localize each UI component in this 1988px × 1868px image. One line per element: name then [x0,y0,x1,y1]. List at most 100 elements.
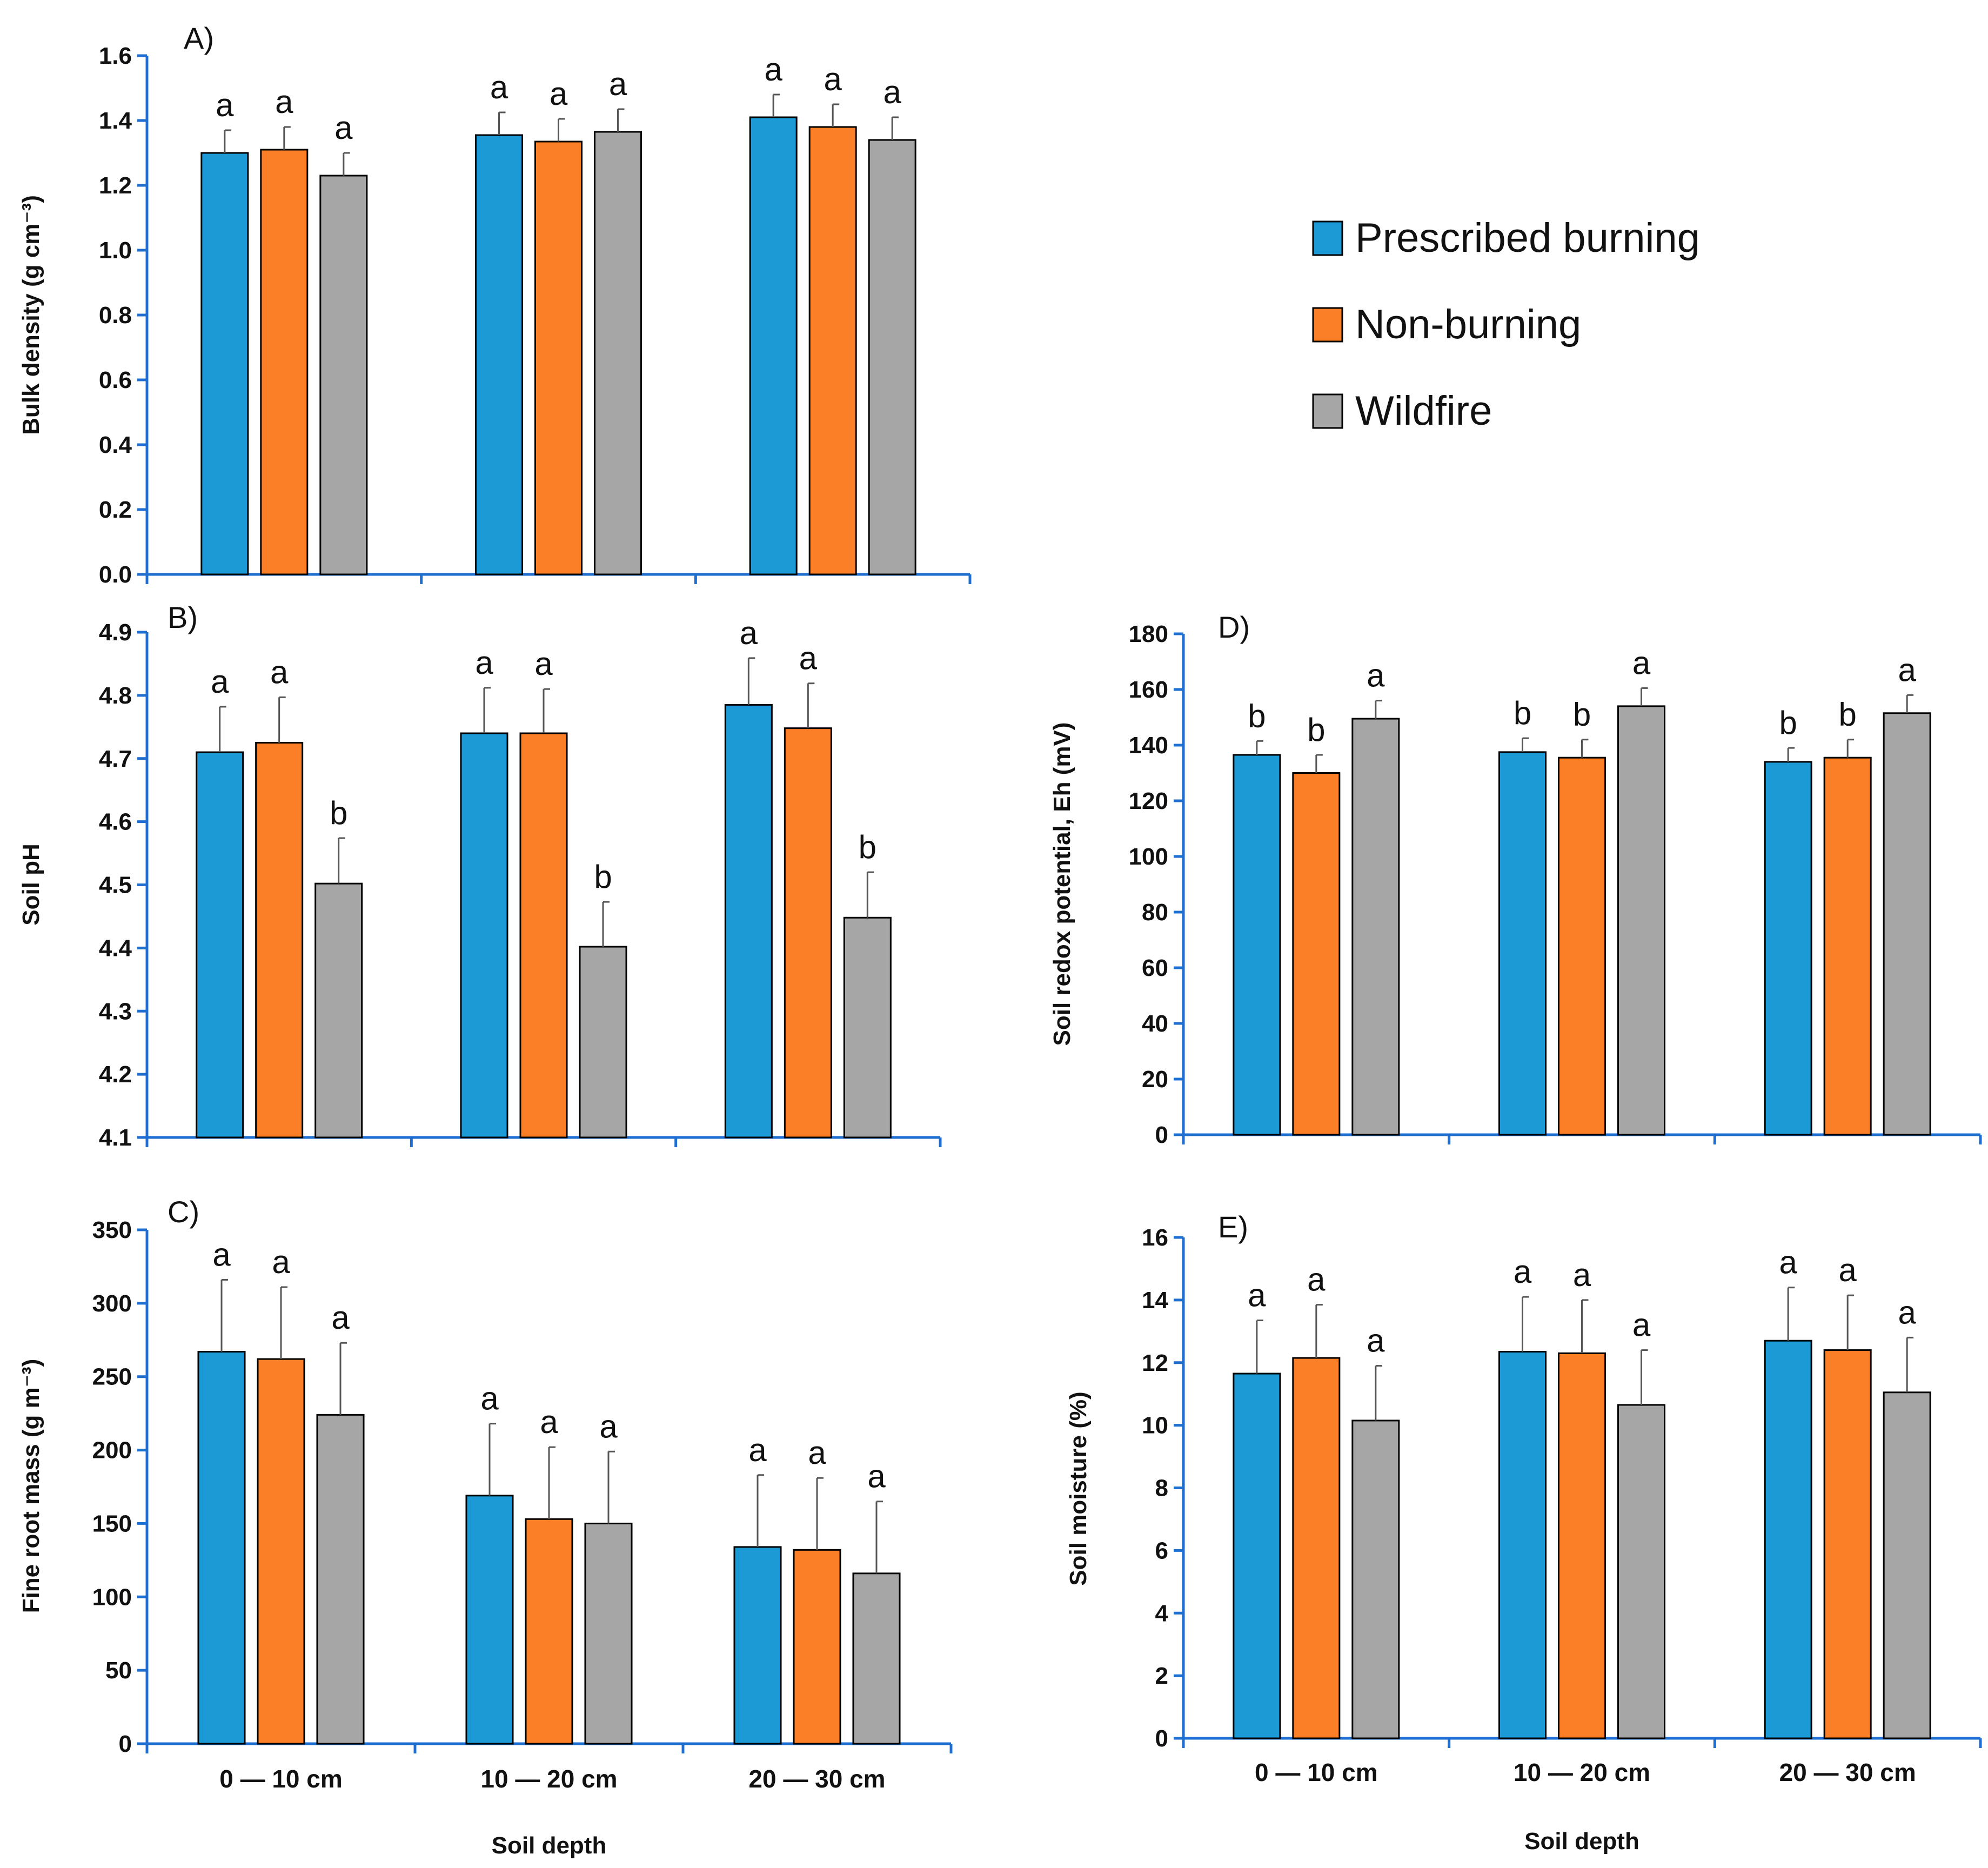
y-tick-label: 0.4 [99,432,132,458]
y-tick-label: 40 [1142,1010,1168,1037]
significance-letter: b [1573,697,1591,733]
bar-wildfire [316,1414,365,1745]
significance-letter: a [1367,658,1385,694]
bar-wildfire [1883,1391,1931,1739]
bar-non-burning [808,126,857,575]
legend-swatch-prescribed-burning [1312,220,1343,256]
bar-non-burning [534,140,583,575]
significance-letter: a [1248,1277,1266,1314]
y-tick-label: 4.9 [99,619,132,646]
y-tick-label: 0 [119,1731,132,1757]
bar-wildfire [1617,705,1665,1136]
panel-label: D) [1218,610,1250,644]
y-tick-label: 180 [1129,621,1168,647]
bar-non-burning [519,732,568,1139]
y-tick-label: 250 [92,1364,132,1390]
y-tick-label: 120 [1129,788,1168,814]
bar-prescribed-burning [733,1546,782,1745]
bar-wildfire [1617,1404,1665,1739]
significance-letter: b [1307,712,1325,748]
bar-non-burning [1558,756,1606,1136]
panel-label: E) [1218,1210,1248,1244]
significance-letter: a [808,1435,826,1471]
y-tick-label: 100 [92,1584,132,1610]
chart-panel-a: 0.00.20.40.60.81.01.21.41.6a aaa a a a a aA)Bu… [18,21,972,588]
bar-wildfire [1883,712,1931,1136]
y-tick-label: 300 [92,1290,132,1317]
bar-non-burning [257,1358,305,1745]
significance-letter: a [534,646,553,682]
y-tick-label: 10 [1142,1412,1168,1439]
significance-letter: b [1248,698,1266,734]
y-tick-label: 1.6 [99,43,132,69]
bar-wildfire [1351,718,1400,1136]
y-tick-label: 150 [92,1510,132,1537]
significance-letter: a [599,1408,618,1444]
significance-letter: a [540,1404,558,1440]
y-tick-label: 2 [1155,1663,1168,1689]
chart-panel-d: 0 20 40 60 80 100 120 140 160 180 b b a b b a b b a D) Soil … [1049,610,1982,1148]
bar-wildfire [319,175,368,575]
y-tick-label: 1.2 [99,172,132,199]
bar-prescribed-burning [460,732,508,1139]
bar-prescribed-burning [200,152,249,575]
bar-non-burning [1558,1352,1606,1739]
bar-prescribed-burning [1233,1372,1281,1739]
bar-prescribed-burning [749,116,798,575]
y-tick-label: 1.0 [99,237,132,264]
y-tick-label: 0 [1155,1725,1168,1752]
y-axis-title: Fine root mass (g m⁻³) [18,1359,44,1613]
bar-prescribed-burning [197,1351,246,1745]
bar-prescribed-burning [1764,1340,1812,1739]
y-tick-label: 100 [1129,843,1168,870]
y-tick-label: 14 [1142,1287,1168,1314]
bar-wildfire [1351,1420,1400,1739]
y-tick-label: 4.5 [99,872,132,899]
y-tick-label: 4 [1155,1600,1169,1626]
y-axis-title: Soil moisture (%) [1065,1391,1092,1585]
panel-label: C) [168,1195,199,1229]
y-tick-label: 200 [92,1437,132,1464]
bar-non-burning [1292,1357,1341,1739]
legend-swatch-non-burning [1312,307,1343,343]
y-tick-label: 140 [1129,732,1168,759]
bar-wildfire [852,1572,901,1745]
bar-prescribed-burning [1233,754,1281,1136]
legend-label-prescribed-burning: Prescribed burning [1355,215,1700,261]
y-tick-label: 4.8 [99,682,132,709]
y-tick-label: 50 [105,1657,132,1684]
significance-letter: a [272,1244,290,1280]
y-tick-label: 4.3 [99,998,132,1025]
bar-wildfire [314,882,363,1139]
bar-wildfire [594,131,642,575]
x-axis-title: Soil depth [1524,1828,1639,1854]
panel-label: B) [168,600,198,634]
significance-letter: a [1838,1252,1857,1288]
y-tick-label: 160 [1129,677,1168,703]
significance-letter: a [764,51,782,88]
significance-letter: a [490,69,508,105]
chart-panel-e: 0 2 4 6 8 10 12 14 16 a a a 0 — 10 cm a a a 10 — 20 cm a a… [1065,1210,1982,1854]
significance-letter: a [480,1381,499,1417]
significance-letter: a [212,1236,231,1273]
y-tick-label: 4.6 [99,809,132,835]
y-tick-label: 0.6 [99,367,132,393]
chart-panel-c: 0 50 100 150 200 250 300 350 a a a 0 — 10 cm a a a 10 —… [18,1195,953,1859]
significance-letter: a [883,74,901,110]
significance-letter: a [270,654,289,690]
significance-letter: b [859,829,876,865]
significance-letter: a [1573,1257,1591,1293]
y-tick-label: 16 [1142,1224,1168,1251]
y-tick-label: 8 [1155,1475,1168,1502]
bar-prescribed-burning [196,751,244,1139]
x-category-label: 20 — 30 cm [748,1765,885,1793]
y-tick-label: 12 [1142,1350,1168,1376]
significance-letter: a [550,76,568,112]
significance-letter: a [740,615,758,651]
significance-letter: a [1632,645,1651,681]
y-tick-label: 0 [1155,1122,1168,1148]
chart-panels: 0.0 0.2 0.4 0.6 0.8 1.0 1.2 1.4 1.6 a a a a a a a a a A) Bu… [18,21,1982,1859]
significance-letter: a [1307,1262,1326,1298]
significance-letter: a [1898,652,1916,688]
x-axis-title: Soil depth [492,1832,607,1859]
